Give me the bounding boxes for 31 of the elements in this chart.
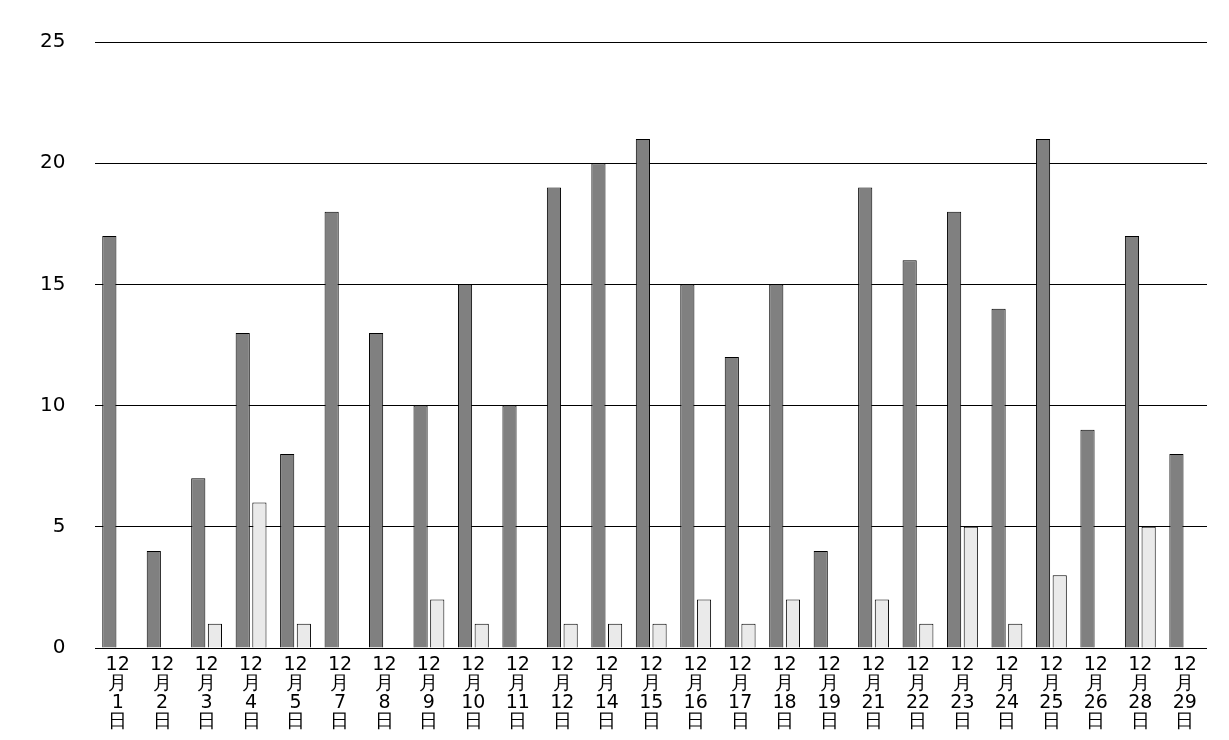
x-tick-label: 12月22日 bbox=[905, 652, 931, 732]
x-tick-label: 12月2日 bbox=[150, 652, 175, 732]
x-tick-label: 12月29日 bbox=[1172, 652, 1197, 732]
x-tick-label: 12月25日 bbox=[1039, 652, 1064, 732]
x-tick-label: 12月26日 bbox=[1083, 652, 1108, 732]
y-tick-label: 15 bbox=[40, 270, 66, 295]
x-tick-label: 12月18日 bbox=[772, 652, 797, 732]
x-tick-label: 12月8日 bbox=[372, 652, 397, 732]
x-tick-label: 12月16日 bbox=[683, 652, 708, 732]
x-tick-label: 12月15日 bbox=[639, 652, 664, 732]
x-tick-label: 12月7日 bbox=[327, 652, 353, 732]
x-tick-label: 12月23日 bbox=[950, 652, 975, 732]
y-tick-label: 25 bbox=[40, 28, 66, 53]
x-tick-label: 12月5日 bbox=[283, 652, 308, 732]
y-tick-label: 0 bbox=[52, 634, 66, 659]
x-tick-label: 12月14日 bbox=[594, 652, 619, 732]
x-tick-label: 12月28日 bbox=[1128, 652, 1153, 732]
x-tick-label: 12月17日 bbox=[728, 652, 753, 732]
x-tick-label: 12月11日 bbox=[505, 652, 530, 732]
x-tick-label: 12月12日 bbox=[550, 652, 575, 732]
y-tick-label: 5 bbox=[52, 513, 66, 537]
x-tick-label: 12月19日 bbox=[816, 652, 842, 732]
x-tick-label: 12月24日 bbox=[994, 652, 1020, 732]
x-tick-label: 12月1日 bbox=[105, 652, 130, 732]
x-tick-label: 12月4日 bbox=[238, 652, 264, 732]
x-tick-label: 12月21日 bbox=[861, 652, 886, 732]
y-tick-label: 10 bbox=[40, 391, 66, 416]
x-tick-label: 12月3日 bbox=[194, 652, 219, 732]
y-tick-label: 20 bbox=[40, 149, 66, 174]
x-tick-label: 12月10日 bbox=[461, 652, 486, 732]
x-tick-label: 12月9日 bbox=[416, 652, 442, 732]
